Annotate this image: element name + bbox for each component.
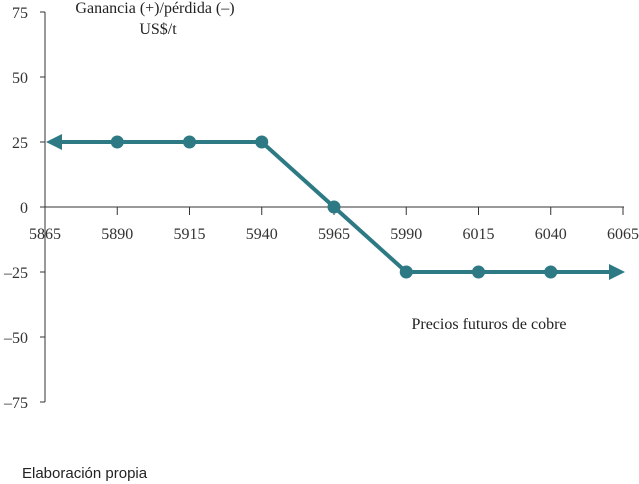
x-ticks: 5865 5890 5915 5940 5965 5990 6015 6040 6065 — [29, 207, 639, 243]
y-axis-label-line1: Ganancia (+)/pérdida (–) — [75, 0, 234, 17]
data-point — [183, 135, 196, 149]
x-tick-label: 6015 — [463, 226, 495, 243]
y-axis-label-line2: US$/t — [139, 21, 177, 38]
data-point — [472, 265, 485, 279]
y-tick-label: 75 — [12, 5, 28, 22]
data-point — [399, 265, 413, 279]
x-tick-label: 6065 — [607, 226, 639, 243]
x-tick-label: 5990 — [390, 226, 422, 243]
x-tick-label: 5915 — [174, 226, 206, 243]
x-tick-label: 5965 — [318, 226, 350, 243]
data-point — [327, 200, 341, 214]
y-ticks: 75 50 25 0 –25 –50 –75 — [3, 5, 45, 412]
y-tick-label: –50 — [3, 330, 28, 347]
x-tick-label: 5865 — [29, 226, 61, 243]
arrow-right-icon — [609, 264, 625, 280]
y-tick-label: 50 — [12, 70, 28, 87]
x-tick-label: 6040 — [535, 226, 567, 243]
x-tick-label: 5940 — [246, 226, 278, 243]
y-tick-label: 25 — [12, 135, 28, 152]
data-point — [544, 265, 558, 279]
y-tick-label: –75 — [3, 395, 28, 412]
data-point — [110, 135, 124, 149]
y-tick-label: 0 — [20, 200, 28, 217]
y-tick-label: –25 — [3, 265, 28, 282]
arrow-left-icon — [46, 134, 62, 150]
x-axis-label: Precios futuros de cobre — [411, 316, 566, 333]
series-group — [46, 134, 625, 280]
x-tick-label: 5890 — [101, 226, 133, 243]
caption: Elaboración propia — [22, 465, 148, 482]
data-point — [255, 135, 269, 149]
